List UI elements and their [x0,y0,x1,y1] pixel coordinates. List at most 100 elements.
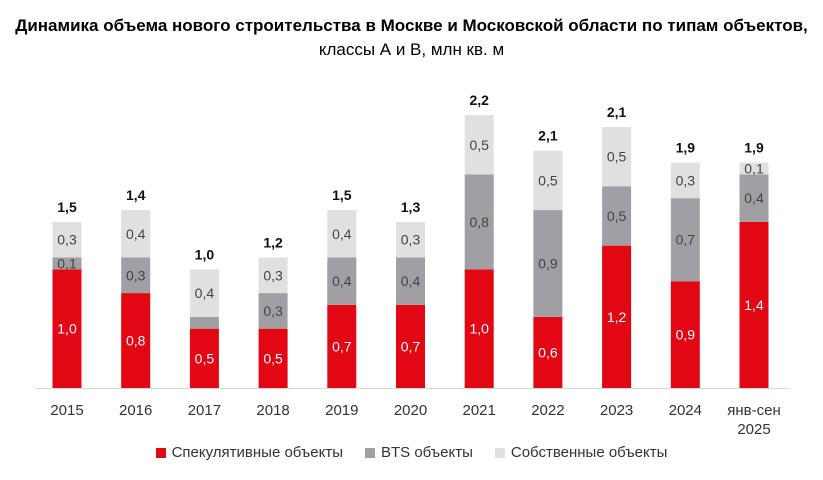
chart-title: Динамика объема нового строительства в М… [0,14,823,62]
bar-segment [327,257,357,305]
data-label: 0,8 [126,333,146,349]
data-label: 1,4 [744,297,764,313]
legend-swatch [494,447,505,458]
data-label: 1,2 [607,309,627,325]
data-label: 1,0 [57,321,77,337]
total-label: 1,0 [195,246,215,262]
bar-segment [670,198,700,282]
data-label: 0,4 [744,190,764,206]
data-label: 0,9 [676,327,696,343]
bar-segment [327,304,357,388]
total-label: 1,4 [126,187,146,203]
bar-segment [121,210,151,258]
bar-segment [52,257,82,270]
x-tick-label: 2018 [256,402,289,419]
data-label: 0,1 [57,255,77,271]
bar-segment [739,174,769,222]
bar-segment [52,269,82,388]
bar-segment [602,127,632,187]
data-label: 0,8 [469,214,489,230]
bar-segment [396,221,425,258]
bar-segment [327,210,357,258]
title-bold: Динамика объема нового строительства в М… [15,16,808,35]
bar-segment [533,210,563,317]
bar-segment [602,186,632,246]
legend-item: BTS объекты [365,444,473,461]
x-tick-label: янв-сен [727,402,781,419]
data-label: 0,5 [607,208,627,224]
legend-swatch [365,447,375,458]
bar-segment [258,257,288,294]
x-tick-label: 2017 [188,402,221,419]
data-label: 0,5 [195,350,215,366]
bar-segment [189,316,219,329]
bar-segment [670,281,700,388]
x-tick-label: 2019 [325,402,358,419]
bar-segment [464,174,494,270]
legend-label: Собственные объекты [510,444,668,461]
x-tick-label: 2015 [50,402,83,419]
total-label: 2,1 [538,128,558,144]
data-label: 0,3 [126,267,146,283]
total-label: 1,9 [744,140,764,156]
bar-segment [121,257,151,294]
bar-segment [258,328,288,388]
bar-segment [464,269,494,388]
data-label: 0,1 [744,161,764,177]
data-label: 0,4 [332,273,352,289]
data-label: 0,9 [538,255,558,271]
data-label: 0,4 [401,273,421,289]
legend-item: Собственные объекты [494,444,668,461]
total-label: 1,2 [263,235,283,251]
total-label: 1,3 [401,199,421,215]
x-tick-label: 2022 [531,402,564,419]
total-label: 2,1 [607,104,627,120]
data-label: 0,3 [263,267,283,283]
data-label: 0,7 [676,232,696,248]
data-label: 1,0 [469,321,489,337]
bar-segment [602,245,632,388]
x-tick-label: 2024 [669,402,702,419]
data-label: 0,3 [263,303,283,319]
data-label: 0,5 [538,172,558,188]
total-label: 2,2 [469,92,489,108]
title-normal: классы А и В, млн кв. м [318,40,505,59]
x-tick-label: 2023 [600,402,633,419]
legend-label: Спекулятивные объекты [171,444,343,461]
data-label: 0,3 [676,172,696,188]
total-label: 1,9 [676,140,696,156]
bar-segment [189,269,219,317]
x-tick-label: 2021 [463,402,496,419]
bar-segment [52,221,82,258]
legend-item: Спекулятивные объекты [155,444,343,461]
bar-segment [670,162,700,199]
x-tick-label: 2016 [119,402,152,419]
bar-segment [739,221,769,388]
data-label: 0,3 [57,232,77,248]
data-label: 0,7 [332,338,352,354]
bar-segment [464,115,494,175]
data-label: 0,7 [401,338,421,354]
data-label: 0,5 [263,350,283,366]
bar-segment [121,293,151,388]
bar-segment [533,150,563,211]
x-tick-label: 2025 [737,421,770,438]
data-label: 0,4 [126,226,146,242]
legend-swatch [155,447,166,458]
bar-segment [396,304,425,388]
data-label: 0,5 [607,149,627,165]
legend-label: BTS объекты [381,444,473,461]
bar-segment [739,162,769,175]
data-label: 0,4 [332,226,352,242]
x-tick-label: 2020 [394,402,427,419]
data-label: 0,5 [469,137,489,153]
data-label: 0,3 [401,232,421,248]
legend: Спекулятивные объекты BTS объекты Собств… [0,444,823,461]
data-label: 0,4 [195,285,215,301]
bar-segment [533,316,563,388]
data-label: 0,6 [538,344,558,360]
total-label: 1,5 [332,187,352,203]
total-label: 1,5 [57,199,77,215]
